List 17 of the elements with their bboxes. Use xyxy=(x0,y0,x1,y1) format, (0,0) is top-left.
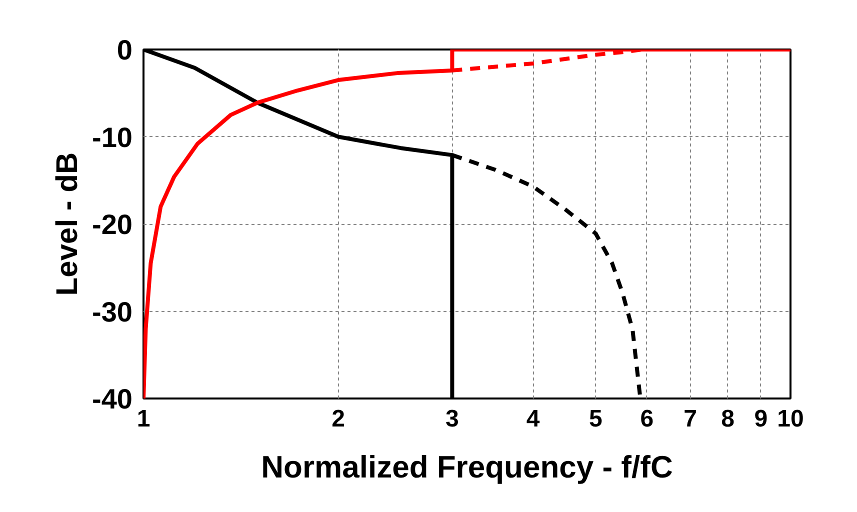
x-tick-label: 4 xyxy=(526,406,540,432)
x-tick-label: 2 xyxy=(332,406,345,432)
y-tick-label: 0 xyxy=(116,34,133,66)
x-tick-label: 5 xyxy=(589,406,602,432)
x-tick-label: 3 xyxy=(446,406,459,432)
y-tick-label: -40 xyxy=(92,384,132,414)
x-tick-label: 1 xyxy=(136,406,150,432)
x-axis-title: Normalized Frequency - f/fC xyxy=(261,450,673,484)
y-tick-label: -30 xyxy=(92,296,132,328)
y-tick-label: -10 xyxy=(92,122,132,153)
y-axis-title: Level - dB xyxy=(51,152,84,296)
x-tick-label: 6 xyxy=(640,406,654,432)
x-tick-label: 9 xyxy=(754,406,768,432)
x-tick-label: 8 xyxy=(721,406,734,432)
x-tick-label: 10 xyxy=(777,406,804,432)
y-tick-label: -20 xyxy=(92,209,132,240)
x-tick-label: 7 xyxy=(684,406,697,432)
